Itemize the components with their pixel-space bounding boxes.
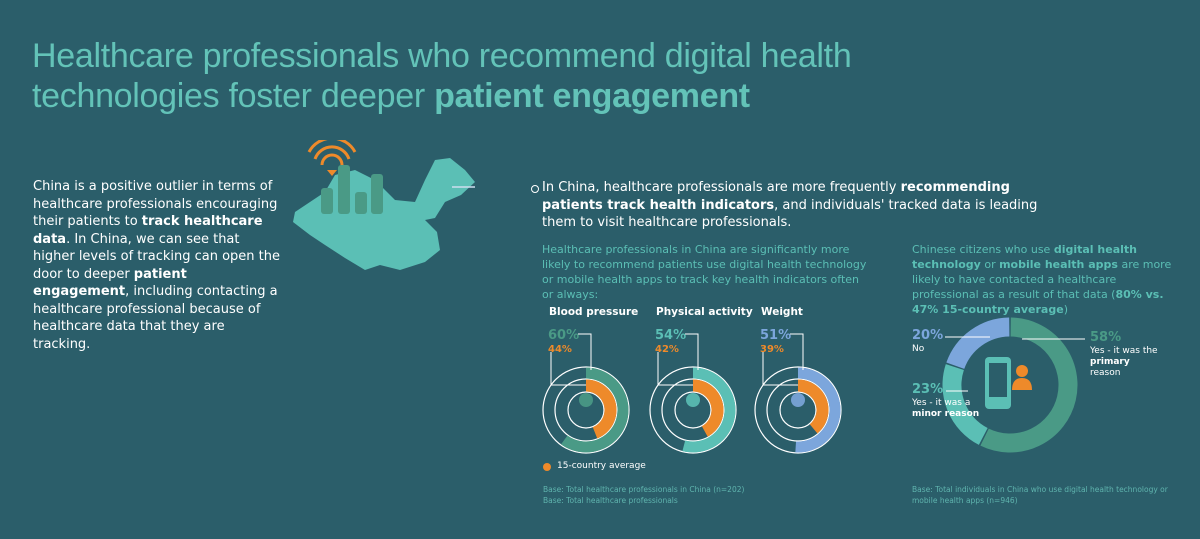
china-value-label: 60% <box>548 328 580 343</box>
slice-label-part: reason <box>1090 368 1121 378</box>
blood-pressure-icon <box>579 393 593 407</box>
slice-label-part: minor reason <box>912 409 980 419</box>
slice-label: Yes - it was a minor reason <box>912 398 982 420</box>
china-arc <box>795 367 841 453</box>
slice-percent: 20% <box>912 328 944 343</box>
pie-slice <box>980 317 1078 453</box>
metric-title: Physical activity <box>656 306 753 318</box>
ring-outline <box>567 391 605 429</box>
lead-text: In China, healthcare professionals are m… <box>542 180 1038 230</box>
ring-outline <box>649 366 737 454</box>
average-value-label: 39% <box>760 344 784 355</box>
slice-label-part: Yes - it was the <box>1090 346 1158 356</box>
china-value-label: 51% <box>760 328 792 343</box>
page-title: Healthcare professionals who recommend d… <box>32 37 852 115</box>
ring-outline <box>754 366 842 454</box>
average-value-label: 42% <box>655 344 679 355</box>
metric-title: Weight <box>761 306 803 318</box>
ring-outline <box>779 391 817 429</box>
right-subtitle: Chinese citizens who use digital health … <box>912 243 1172 316</box>
slice-percent: 58% <box>1090 330 1122 345</box>
base-note-right: Base: Total individuals in China who use… <box>912 485 1168 505</box>
doctor-icon <box>1016 365 1028 377</box>
runner-icon <box>686 393 700 407</box>
average-arc <box>692 379 724 437</box>
metric-title: Blood pressure <box>549 306 639 318</box>
ring-outline <box>554 378 618 442</box>
weight-icon <box>791 393 805 407</box>
slice-label-part: No <box>912 344 925 354</box>
ring-outline <box>674 391 712 429</box>
slice-label-part: Yes - it was a <box>912 398 971 408</box>
average-arc <box>797 379 829 434</box>
average-value-label: 44% <box>548 344 572 355</box>
ring-outline <box>661 378 725 442</box>
base-note-left: Base: Total healthcare professionals in … <box>543 485 745 505</box>
bullet-icon <box>531 185 539 193</box>
ring-outline <box>542 366 630 454</box>
left-subtitle: Healthcare professionals in China are si… <box>542 243 867 301</box>
china-value-label: 54% <box>655 328 687 343</box>
pie-slice <box>946 317 1010 370</box>
slice-label: No <box>912 344 982 355</box>
slice-label: Yes - it was the primary reason <box>1090 346 1160 379</box>
slice-label-part: primary <box>1090 357 1130 367</box>
china-arc <box>682 367 736 453</box>
leader-line <box>762 352 798 386</box>
legend-label: 15-country average <box>557 461 646 471</box>
average-arc <box>585 379 617 439</box>
legend-swatch <box>543 463 551 471</box>
china-map-icon <box>293 140 475 270</box>
leader-line <box>550 352 586 386</box>
leader-line <box>657 352 693 386</box>
slice-percent: 23% <box>912 382 944 397</box>
leader-line <box>790 333 804 370</box>
pie-slice <box>942 364 989 445</box>
intro-text: China is a positive outlier in terms of … <box>33 179 281 352</box>
leader-line <box>578 333 592 370</box>
ring-outline <box>766 378 830 442</box>
china-arc <box>561 367 629 453</box>
leader-line <box>685 333 699 370</box>
